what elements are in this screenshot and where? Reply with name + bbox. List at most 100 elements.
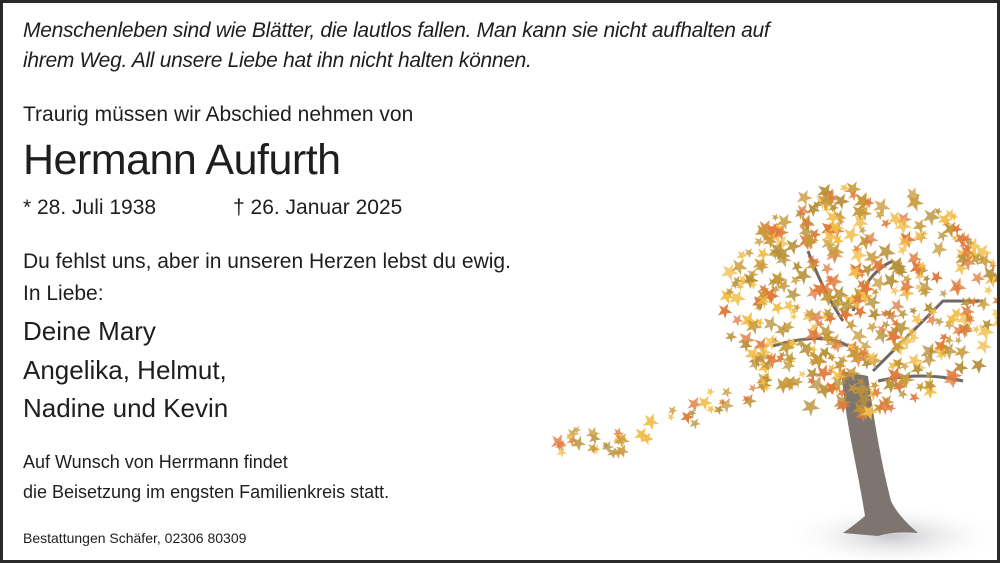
leaf bbox=[811, 281, 829, 298]
leaf bbox=[890, 340, 905, 354]
leaf bbox=[759, 378, 768, 387]
leaf bbox=[768, 247, 782, 261]
leaf bbox=[827, 363, 837, 374]
leaf bbox=[853, 305, 868, 320]
leaf bbox=[864, 294, 882, 311]
leaf bbox=[964, 314, 976, 326]
leaf bbox=[730, 279, 740, 290]
mourner-line: Angelika, Helmut, bbox=[23, 355, 227, 385]
leaf bbox=[851, 286, 869, 304]
leaf bbox=[721, 386, 733, 399]
leaf bbox=[785, 238, 802, 255]
leaf bbox=[816, 192, 835, 211]
leaf bbox=[921, 352, 937, 368]
leaf bbox=[791, 376, 804, 388]
leaf bbox=[755, 303, 763, 312]
leaf bbox=[826, 242, 845, 262]
leaf bbox=[572, 425, 582, 435]
leaf bbox=[718, 303, 733, 319]
leaf bbox=[933, 207, 943, 216]
leaf bbox=[823, 307, 834, 319]
leaf bbox=[891, 318, 901, 329]
leaf bbox=[844, 181, 862, 198]
leaf bbox=[891, 261, 907, 277]
leaf bbox=[939, 333, 949, 343]
leaf bbox=[944, 208, 957, 221]
leaf bbox=[915, 381, 926, 393]
leaf bbox=[739, 338, 753, 353]
leaf bbox=[923, 379, 937, 393]
leaf bbox=[736, 250, 748, 262]
leaf bbox=[565, 432, 574, 441]
leaf bbox=[847, 382, 860, 395]
leaf bbox=[845, 344, 864, 364]
leaf bbox=[954, 344, 971, 361]
leaf bbox=[971, 357, 987, 374]
leaf bbox=[831, 285, 849, 304]
leaf bbox=[689, 418, 701, 430]
leaf bbox=[930, 270, 944, 285]
leaf bbox=[885, 328, 903, 346]
leaf bbox=[831, 376, 846, 391]
leaf bbox=[731, 259, 748, 276]
leaf bbox=[942, 221, 960, 238]
leaf bbox=[756, 288, 772, 303]
leaf bbox=[794, 266, 813, 285]
leaf bbox=[862, 231, 879, 248]
leaf bbox=[585, 426, 600, 441]
leaf bbox=[587, 442, 599, 455]
leaf bbox=[877, 242, 896, 262]
leaf bbox=[863, 279, 871, 288]
leaf bbox=[906, 326, 918, 338]
leaf bbox=[912, 218, 928, 234]
leaf bbox=[851, 300, 861, 310]
burial-note-line-1: Auf Wunsch von Herrmann findet bbox=[23, 452, 288, 472]
deceased-name: Hermann Aufurth bbox=[23, 136, 341, 184]
leaf bbox=[810, 351, 828, 370]
birth-date: * 28. Juli 1938 bbox=[23, 196, 157, 219]
leaf bbox=[570, 435, 587, 452]
leaf bbox=[555, 439, 567, 452]
leaf bbox=[771, 301, 785, 315]
leaf bbox=[820, 330, 835, 345]
mourner-line: Nadine und Kevin bbox=[23, 393, 229, 423]
leaf bbox=[960, 304, 975, 320]
leaf bbox=[907, 251, 923, 267]
leaf bbox=[922, 208, 941, 227]
leaf bbox=[891, 357, 906, 371]
leaf bbox=[803, 307, 817, 321]
leaf bbox=[842, 292, 859, 310]
leaf bbox=[954, 260, 969, 276]
leaf bbox=[869, 380, 880, 391]
leaf bbox=[782, 299, 796, 313]
leaf bbox=[960, 296, 974, 310]
quote-line-1: Menschenleben sind wie Blätter, die laut… bbox=[23, 19, 770, 42]
leaf bbox=[820, 262, 834, 276]
leaf bbox=[761, 359, 774, 372]
leaf bbox=[861, 404, 878, 421]
leaf bbox=[866, 321, 879, 334]
leaf bbox=[976, 296, 991, 312]
leaf bbox=[951, 234, 959, 243]
leaf bbox=[821, 291, 832, 302]
leaf bbox=[856, 377, 866, 388]
leaf bbox=[992, 274, 997, 283]
leaf bbox=[634, 427, 650, 443]
burial-note-line-2: die Beisetzung im engsten Familienkreis … bbox=[23, 482, 390, 502]
leaf bbox=[816, 382, 833, 399]
leaf bbox=[781, 358, 796, 373]
leaf bbox=[827, 353, 835, 361]
leaf bbox=[970, 271, 986, 286]
leaf bbox=[826, 368, 835, 376]
leaf bbox=[783, 375, 799, 391]
leaf bbox=[829, 338, 846, 354]
leaf bbox=[720, 263, 739, 282]
death-date: † 26. Januar 2025 bbox=[233, 196, 403, 219]
leaf bbox=[975, 338, 993, 355]
leaf bbox=[763, 334, 780, 351]
leaf bbox=[817, 183, 835, 201]
leaf bbox=[831, 296, 842, 307]
leaf bbox=[887, 360, 899, 372]
message-text: Du fehlst uns, aber in unseren Herzen le… bbox=[23, 250, 511, 273]
